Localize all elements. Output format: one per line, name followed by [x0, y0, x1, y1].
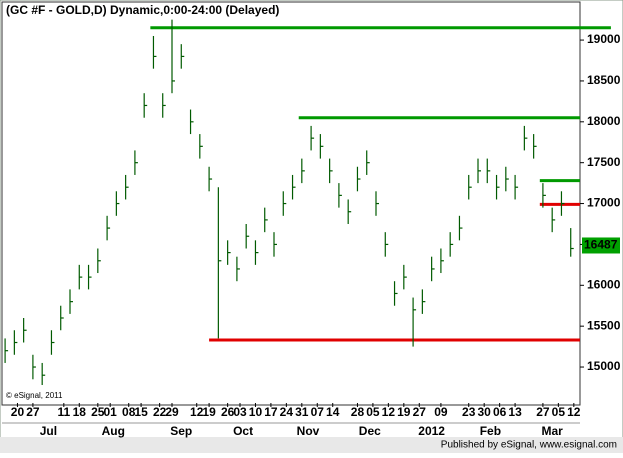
x-tick-label: 20	[11, 405, 25, 419]
last-price-label: 16487	[584, 238, 618, 252]
x-tick-label: 27	[413, 405, 427, 419]
x-tick-label: 25	[91, 405, 105, 419]
x-tick-label: 31	[295, 405, 309, 419]
x-tick-label: 18	[73, 405, 87, 419]
x-tick-label: 14	[326, 405, 340, 419]
month-label: Nov	[297, 424, 320, 438]
y-tick-label: 18000	[587, 114, 621, 128]
x-tick-label: 07	[311, 405, 325, 419]
y-tick-label: 18500	[587, 73, 621, 87]
y-tick-label: 17500	[587, 155, 621, 169]
x-tick-label: 13	[508, 405, 522, 419]
x-tick-label: 28	[351, 405, 365, 419]
x-tick-label: 10	[249, 405, 263, 419]
x-tick-label: 24	[280, 405, 294, 419]
x-tick-label: 03	[233, 405, 247, 419]
copyright: © eSignal, 2011	[6, 391, 63, 400]
x-tick-label: 05	[552, 405, 566, 419]
x-tick-label: 08	[122, 405, 136, 419]
x-tick-label: 19	[397, 405, 411, 419]
x-tick-label: 12	[567, 405, 581, 419]
x-tick-label: 27	[536, 405, 550, 419]
x-tick-label: 01	[104, 405, 118, 419]
y-tick-label: 15000	[587, 359, 621, 373]
footer-bar	[0, 437, 623, 453]
x-tick-label: 23	[462, 405, 476, 419]
footer: Published by eSignal, www.esignal.com	[441, 440, 617, 451]
x-tick-label: 30	[478, 405, 492, 419]
x-tick-label: 12	[190, 405, 204, 419]
chart-title: (GC #F - GOLD,D) Dynamic,0:00-24:00 (Del…	[6, 3, 279, 17]
x-tick-label: 06	[493, 405, 507, 419]
month-label: Dec	[359, 424, 381, 438]
x-tick-label: 12	[382, 405, 396, 419]
x-tick-label: 17	[264, 405, 278, 419]
x-tick-label: 15	[134, 405, 148, 419]
month-label: Aug	[102, 424, 125, 438]
x-tick-label: 26	[221, 405, 235, 419]
y-tick-label: 16000	[587, 277, 621, 291]
last-price-box	[582, 237, 620, 254]
month-label: Sep	[170, 424, 192, 438]
x-tick-label: 09	[434, 405, 448, 419]
x-tick-label: 11	[57, 405, 70, 419]
x-tick-label: 27	[26, 405, 40, 419]
month-label: Feb	[480, 424, 501, 438]
plot-area	[1, 1, 581, 406]
month-label: Mar	[542, 424, 564, 438]
x-tick-label: 19	[202, 405, 216, 419]
y-tick-label: 19000	[587, 32, 621, 46]
month-label: Oct	[233, 424, 253, 438]
x-tick-label: 22	[153, 405, 167, 419]
y-tick-label: 15500	[587, 318, 621, 332]
x-tick-label: 29	[165, 405, 179, 419]
month-label: 2012	[418, 424, 445, 438]
y-tick-label: 17000	[587, 196, 621, 210]
month-label: Jul	[40, 424, 57, 438]
x-tick-label: 05	[366, 405, 380, 419]
